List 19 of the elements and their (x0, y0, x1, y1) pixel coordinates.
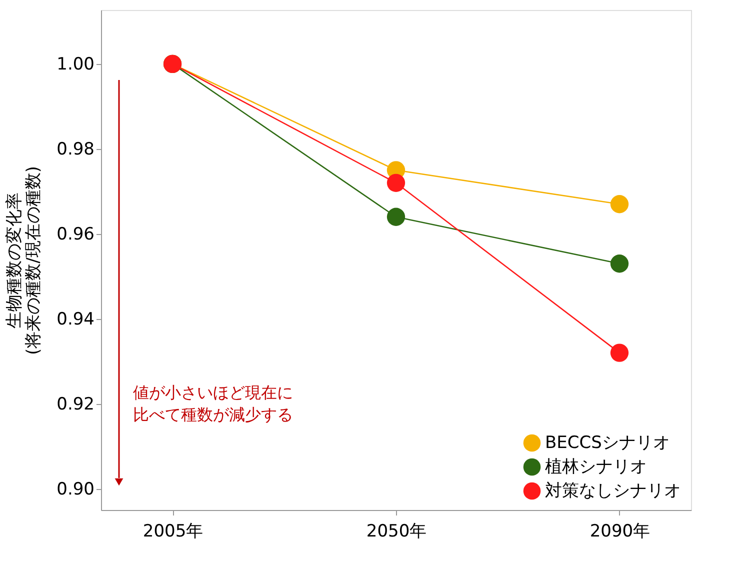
point (610, 344, 629, 362)
legend-label: 植林シナリオ (545, 457, 647, 477)
y-tick-label: 0.94 (56, 309, 94, 330)
x-tick-label: 2090年 (590, 522, 650, 542)
point (610, 254, 629, 273)
x-tick-label: 2005年 (142, 522, 204, 542)
point (610, 195, 629, 214)
y-tick-label: 0.92 (56, 394, 94, 414)
y-tick-label: 0.98 (56, 139, 94, 160)
point (386, 174, 406, 192)
legend-label: BECCSシナリオ (545, 433, 670, 453)
point (386, 208, 406, 226)
y-axis-title: 生物種数の変化率 (将来の種数/現在の種数) (4, 166, 44, 355)
annotation: 値が小さいほど現在に比べて種数が減少する (133, 383, 293, 424)
y-tick-label: 0.96 (56, 224, 94, 244)
legend-label: 対策なしシナリオ (545, 481, 681, 501)
x-tick-label: 2050年 (366, 522, 427, 542)
y-tick-label: 0.90 (56, 479, 94, 500)
y-tick-label: 1.00 (56, 54, 94, 74)
